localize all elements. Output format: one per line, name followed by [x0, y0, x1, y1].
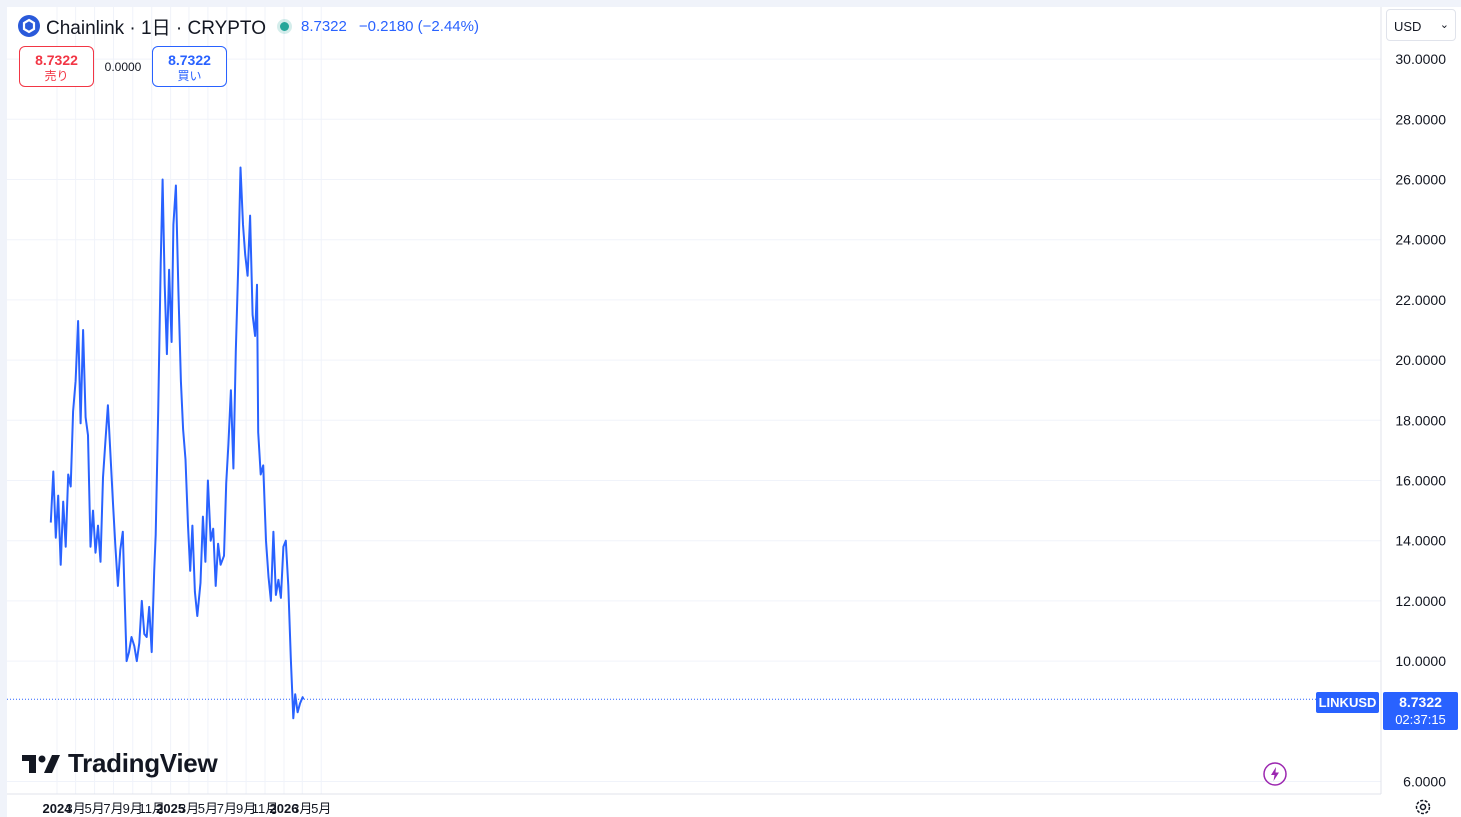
x-tick-label: 3月	[292, 801, 312, 816]
y-tick-label: 28.0000	[1395, 111, 1446, 127]
price-tag-value: 8.7322	[1399, 694, 1442, 710]
y-tick-label: 26.0000	[1395, 172, 1446, 188]
y-tick-label: 30.0000	[1395, 51, 1446, 67]
lightning-icon[interactable]	[1263, 762, 1287, 786]
window-top-border	[0, 0, 1461, 7]
bar-countdown: 02:37:15	[1395, 712, 1446, 727]
x-tick-label: 2026	[270, 801, 299, 816]
chart-header: Chainlink · 1日 · CRYPTO 8.7322 −0.2180 (…	[18, 12, 479, 40]
x-tick-label: 5月	[84, 801, 104, 816]
window-left-border	[0, 0, 7, 817]
y-tick-label: 22.0000	[1395, 292, 1446, 308]
symbol-price-label: LINKUSD	[1316, 692, 1379, 713]
symbol-title[interactable]: Chainlink · 1日 · CRYPTO	[46, 17, 266, 39]
buy-label: 買い	[177, 69, 202, 83]
buy-price: 8.7322	[168, 52, 211, 68]
y-tick-label: 18.0000	[1395, 412, 1446, 428]
chainlink-logo-icon	[18, 15, 40, 37]
x-tick-label: 2025	[156, 801, 185, 816]
tradingview-watermark[interactable]: TradingView	[22, 748, 218, 779]
tradingview-logo-icon	[22, 754, 60, 773]
y-tick-label: 10.0000	[1395, 653, 1446, 669]
x-tick-label: 11月	[252, 801, 279, 816]
gear-icon[interactable]	[1414, 798, 1432, 816]
x-tick-label: 11月	[138, 801, 165, 816]
x-tick-label: 5月	[198, 801, 218, 816]
sell-label: 売り	[44, 69, 69, 83]
x-tick-label: 7月	[217, 801, 237, 816]
price-change: −0.2180 (−2.44%)	[358, 17, 479, 35]
x-tick-label: 9月	[236, 801, 256, 816]
x-tick-label: 3月	[66, 801, 86, 816]
sell-button[interactable]: 8.7322 売り	[19, 46, 94, 87]
x-tick-label: 7月	[103, 801, 123, 816]
buy-button[interactable]: 8.7322 買い	[152, 46, 227, 87]
y-tick-label: 20.0000	[1395, 352, 1446, 368]
chevron-down-icon: ⌄	[1439, 19, 1449, 31]
y-tick-label: 6.0000	[1403, 774, 1446, 790]
x-tick-label: 9月	[123, 801, 143, 816]
currency-dropdown[interactable]: USD ⌄	[1386, 9, 1456, 41]
y-tick-label: 12.0000	[1395, 593, 1446, 609]
spread-value: 0.0000	[104, 59, 142, 74]
market-status-dot	[279, 21, 289, 31]
watermark-text: TradingView	[68, 748, 218, 778]
sell-price: 8.7322	[35, 52, 78, 68]
price-line-series	[49, 166, 305, 720]
x-tick-label: 2024	[43, 801, 73, 816]
y-tick-label: 16.0000	[1395, 473, 1446, 489]
y-tick-label: 14.0000	[1395, 533, 1446, 549]
currency-value: USD	[1394, 19, 1422, 34]
last-price: 8.7322	[300, 17, 347, 35]
last-price-axis-label: 8.7322 02:37:15	[1383, 692, 1458, 730]
x-tick-label: 3月	[179, 801, 199, 816]
y-tick-label: 24.0000	[1395, 232, 1446, 248]
x-tick-label: 5月	[311, 801, 331, 816]
trade-buttons: 8.7322 売り 0.0000 8.7322 買い	[19, 46, 227, 87]
